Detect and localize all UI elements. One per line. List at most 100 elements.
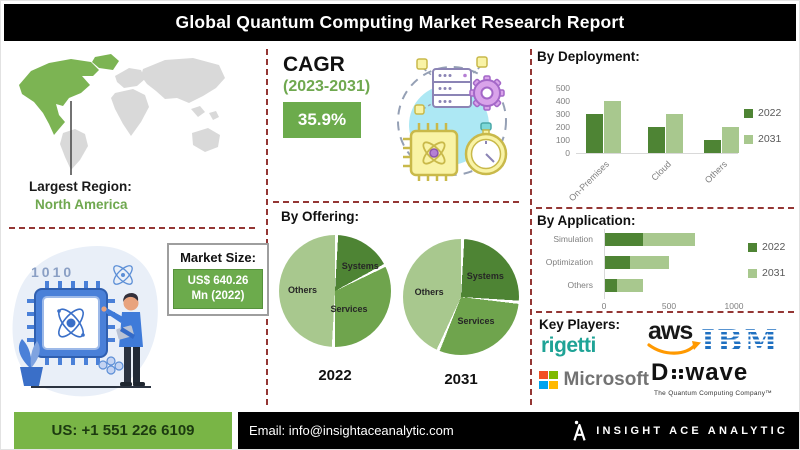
deployment-bar: [666, 114, 683, 153]
y-tick: 200: [555, 122, 570, 132]
cagr-label: CAGR: [283, 53, 345, 76]
category-label: Optimization: [545, 257, 593, 267]
deployment-bar: [604, 101, 621, 153]
cagr-illustration: [397, 56, 508, 181]
atom-icon: [113, 265, 133, 285]
continent-europe: [115, 68, 145, 88]
horizontal-divider-left: [9, 227, 255, 229]
application-bar: [617, 279, 643, 292]
phone-badge: US: +1 551 226 6109: [14, 412, 232, 449]
report-title-bar: Global Quantum Computing Market Research…: [4, 4, 796, 41]
gear-icon: [469, 75, 505, 111]
chip-atom-icon: [57, 308, 85, 338]
microsoft-logo: Microsoft: [539, 369, 649, 391]
pie-chart-2031: Systems Services Others: [403, 239, 519, 355]
report-title: Global Quantum Computing Market Research…: [175, 12, 625, 32]
horizontal-divider-right-2: [536, 311, 794, 313]
person: [101, 293, 145, 387]
legend-item-2022: 2022: [744, 107, 781, 119]
x-tick: 500: [661, 301, 677, 311]
footer-bar: Email: info@insightaceanalytic.com INSIG…: [238, 412, 799, 449]
market-size-box: Market Size: US$ 640.26 Mn (2022): [167, 243, 269, 316]
binary-text: 1010: [31, 264, 74, 280]
application-bar: [643, 233, 695, 246]
southeast-asia: [191, 106, 205, 117]
pie-slice-label: Others: [287, 285, 317, 296]
node-squares: [414, 56, 488, 115]
insightace-a-icon: [573, 420, 586, 441]
application-chart: Simulation Optimization Others 0 500 1000 2022…: [536, 227, 798, 313]
deployment-bar: [648, 127, 665, 153]
islands: [209, 111, 219, 120]
deployment-bar: [586, 114, 603, 153]
offering-title: By Offering:: [281, 209, 360, 224]
continent-south-america: [60, 129, 88, 170]
quantum-chip-icon: [403, 123, 459, 181]
continent-africa: [111, 89, 149, 136]
application-bar: [604, 279, 617, 292]
cagr-period: (2023-2031): [283, 78, 371, 95]
x-tick: 1000: [724, 301, 744, 311]
rigetti-logo: rigetti: [541, 334, 596, 357]
plant: [18, 339, 43, 386]
application-bar: [630, 256, 669, 269]
deployment-chart: 0 100 200 300 400 500 On-Premises Cloud Others 20…: [536, 65, 798, 215]
y-tick: 500: [555, 83, 570, 93]
category-label: Others: [567, 280, 593, 290]
continent-australia: [192, 128, 220, 152]
pie-slice-label: Systems: [466, 271, 504, 282]
legend-item-2031: 2031: [744, 133, 781, 145]
market-size-value: US$ 640.26 Mn (2022): [173, 269, 263, 309]
y-tick: 0: [565, 148, 570, 158]
y-tick: 100: [555, 135, 570, 145]
vertical-divider-right: [530, 49, 532, 405]
y-axis-line: [604, 229, 605, 299]
largest-region-value: North America: [35, 197, 128, 212]
greenland: [92, 54, 119, 70]
y-tick: 400: [555, 96, 570, 106]
svg-text:aws: aws: [648, 317, 692, 345]
pie-year-2031: 2031: [444, 371, 478, 388]
legend-item-2031: 2031: [748, 267, 785, 279]
vertical-divider-left: [266, 49, 268, 405]
molecule-icon: [98, 356, 124, 375]
continent-north-america: [19, 59, 99, 135]
pie-slice-label: Services: [457, 315, 495, 326]
server-icon: [432, 68, 472, 108]
deployment-bar: [722, 127, 739, 153]
pie-slice-label: Services: [330, 304, 368, 315]
microsoft-squares-icon: [539, 370, 558, 390]
pie-chart-2022: Systems Services Others: [279, 235, 391, 347]
application-bar: [604, 256, 630, 269]
x-tick: 0: [601, 301, 607, 311]
category-label: Simulation: [553, 234, 593, 244]
dwave-tagline: The Quantum Computing Company™: [654, 390, 773, 397]
dwave-dots-icon: [672, 368, 683, 380]
brand-name: INSIGHT ACE ANALYTIC: [596, 424, 788, 437]
market-size-label: Market Size:: [180, 250, 256, 265]
deployment-title: By Deployment:: [537, 49, 640, 64]
pie-year-2022: 2022: [318, 367, 352, 384]
x-axis-line: [576, 153, 738, 154]
continent-asia: [141, 58, 225, 103]
horizontal-divider-middle: [273, 201, 519, 203]
key-players-title: Key Players:: [539, 317, 621, 332]
pie-slice-label: Others: [414, 286, 444, 297]
cagr-value-badge: 35.9%: [283, 102, 361, 138]
legend-item-2022: 2022: [748, 241, 785, 253]
deployment-bar: [704, 140, 721, 153]
brand-logo: INSIGHT ACE ANALYTIC: [571, 419, 799, 443]
footer-email: Email: info@insightaceanalytic.com: [249, 423, 454, 438]
aws-logo: aws: [647, 317, 701, 355]
application-bar: [604, 233, 643, 246]
stopwatch-icon: [464, 122, 508, 176]
largest-region-label: Largest Region:: [29, 179, 132, 194]
pie-slice-label: Systems: [341, 260, 379, 271]
category-label: Others: [702, 159, 729, 186]
world-map: [19, 54, 225, 175]
quantum-presenter-illustration: 1010: [12, 245, 158, 397]
dwave-logo: D wave: [651, 359, 749, 386]
application-title: By Application:: [537, 213, 636, 228]
y-tick: 300: [555, 109, 570, 119]
